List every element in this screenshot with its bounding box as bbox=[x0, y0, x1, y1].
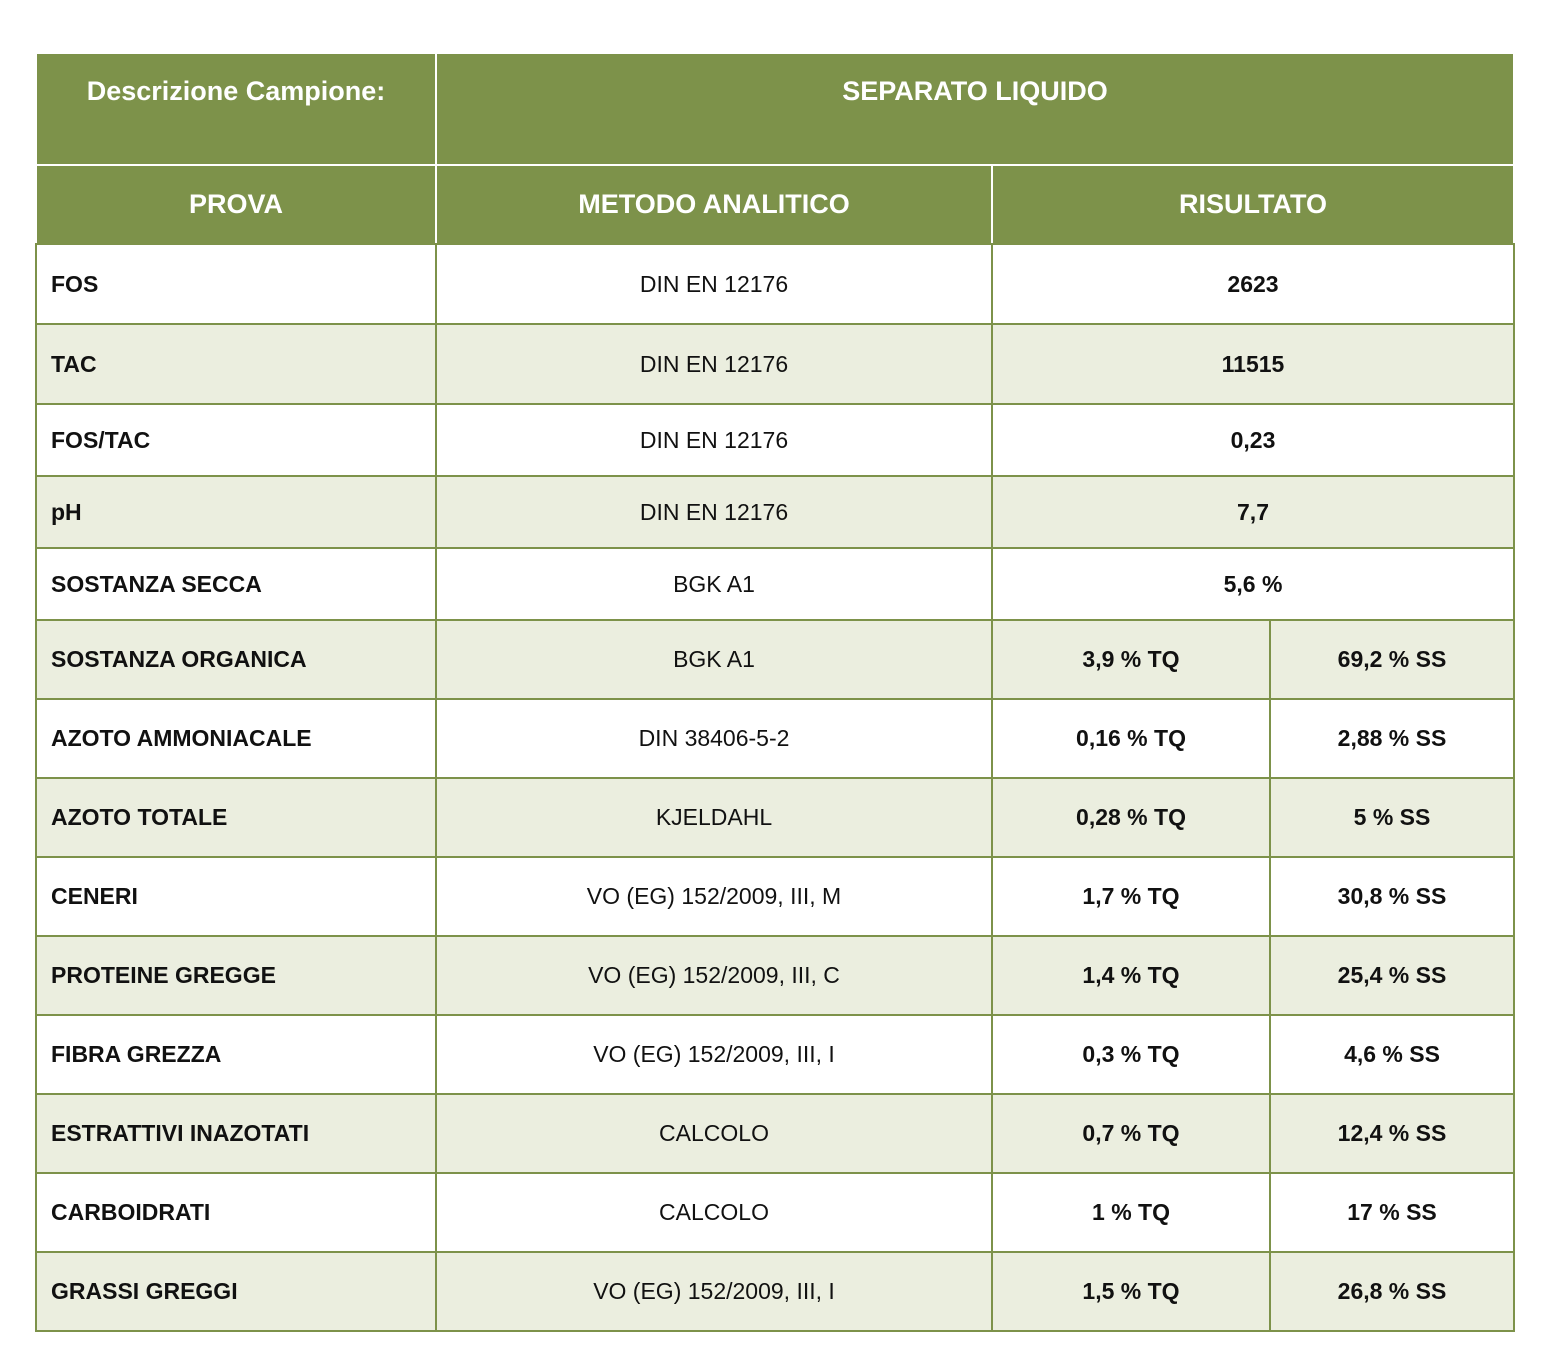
result-ss-cell: 26,8 % SS bbox=[1268, 1251, 1516, 1332]
prova-cell: FOS/TAC bbox=[35, 403, 437, 477]
metodo-cell: VO (EG) 152/2009, III, I bbox=[435, 1251, 993, 1332]
result-tq-cell: 1,7 % TQ bbox=[991, 856, 1271, 937]
result-ss-cell: 2,88 % SS bbox=[1268, 698, 1516, 779]
prova-cell: GRASSI GREGGI bbox=[35, 1251, 437, 1332]
result-ss-cell: 30,8 % SS bbox=[1268, 856, 1516, 937]
result-tq-cell: 0,7 % TQ bbox=[991, 1093, 1271, 1174]
metodo-cell: BGK A1 bbox=[435, 547, 993, 621]
result-ss-cell: 4,6 % SS bbox=[1268, 1014, 1516, 1095]
result-ss-cell: 17 % SS bbox=[1268, 1172, 1516, 1253]
metodo-cell: VO (EG) 152/2009, III, C bbox=[435, 935, 993, 1016]
prova-cell: SOSTANZA ORGANICA bbox=[35, 619, 437, 700]
column-header-row: PROVA METODO ANALITICO RISULTATO bbox=[35, 164, 1515, 245]
metodo-cell: DIN EN 12176 bbox=[435, 243, 993, 325]
sample-header-table: Descrizione Campione: SEPARATO LIQUIDO P… bbox=[35, 52, 1515, 245]
table-row: SOSTANZA ORGANICA BGK A1 3,9 % TQ 69,2 % SS bbox=[35, 619, 1516, 700]
result-cell: 5,6 % bbox=[990, 547, 1516, 621]
metodo-cell: DIN EN 12176 bbox=[435, 403, 993, 477]
result-cell: 11515 bbox=[990, 323, 1516, 405]
result-tq-cell: 0,16 % TQ bbox=[991, 698, 1271, 779]
result-tq-cell: 1,4 % TQ bbox=[991, 935, 1271, 1016]
metodo-cell: CALCOLO bbox=[435, 1093, 993, 1174]
table-row: AZOTO TOTALE KJELDAHL 0,28 % TQ 5 % SS bbox=[35, 777, 1516, 858]
prova-cell: CARBOIDRATI bbox=[35, 1172, 437, 1253]
result-tq-cell: 0,28 % TQ bbox=[991, 777, 1271, 858]
prova-cell: FOS bbox=[35, 243, 437, 325]
sample-description-row: Descrizione Campione: SEPARATO LIQUIDO bbox=[35, 52, 1515, 166]
sample-description-label: Descrizione Campione: bbox=[35, 52, 437, 166]
result-cell: 0,23 bbox=[990, 403, 1516, 477]
metodo-cell: VO (EG) 152/2009, III, I bbox=[435, 1014, 993, 1095]
prova-cell: TAC bbox=[35, 323, 437, 405]
table-row: AZOTO AMMONIACALE DIN 38406-5-2 0,16 % TQ 2… bbox=[35, 698, 1516, 779]
prova-cell: FIBRA GREZZA bbox=[35, 1014, 437, 1095]
table-row: pH DIN EN 12176 7,7 bbox=[35, 475, 1516, 549]
prova-cell: pH bbox=[35, 475, 437, 549]
metodo-cell: KJELDAHL bbox=[435, 777, 993, 858]
table-row: FOS DIN EN 12176 2623 bbox=[35, 243, 1516, 325]
prova-cell: AZOTO TOTALE bbox=[35, 777, 437, 858]
table-row: FIBRA GREZZA VO (EG) 152/2009, III, I 0,3 … bbox=[35, 1014, 1516, 1095]
result-cell: 7,7 bbox=[990, 475, 1516, 549]
table-row: CENERI VO (EG) 152/2009, III, M 1,7 % TQ 30… bbox=[35, 856, 1516, 937]
table-row: ESTRATTIVI INAZOTATI CALCOLO 0,7 % TQ 12,4 … bbox=[35, 1093, 1516, 1174]
table-row: GRASSI GREGGI VO (EG) 152/2009, III, I 1,5… bbox=[35, 1251, 1516, 1332]
result-ss-cell: 5 % SS bbox=[1268, 777, 1516, 858]
table-row: TAC DIN EN 12176 11515 bbox=[35, 323, 1516, 405]
sample-description-value: SEPARATO LIQUIDO bbox=[435, 52, 1515, 166]
result-tq-cell: 1 % TQ bbox=[991, 1172, 1271, 1253]
prova-cell: CENERI bbox=[35, 856, 437, 937]
result-ss-cell: 25,4 % SS bbox=[1268, 935, 1516, 1016]
result-cell: 2623 bbox=[990, 243, 1516, 325]
metodo-cell: CALCOLO bbox=[435, 1172, 993, 1253]
result-tq-cell: 1,5 % TQ bbox=[991, 1251, 1271, 1332]
table-row: CARBOIDRATI CALCOLO 1 % TQ 17 % SS bbox=[35, 1172, 1516, 1253]
col-header-risultato: RISULTATO bbox=[991, 164, 1515, 245]
prova-cell: AZOTO AMMONIACALE bbox=[35, 698, 437, 779]
result-ss-cell: 69,2 % SS bbox=[1268, 619, 1516, 700]
metodo-cell: VO (EG) 152/2009, III, M bbox=[435, 856, 993, 937]
col-header-metodo: METODO ANALITICO bbox=[435, 164, 993, 245]
metodo-cell: DIN EN 12176 bbox=[435, 323, 993, 405]
metodo-cell: BGK A1 bbox=[435, 619, 993, 700]
table-row: FOS/TAC DIN EN 12176 0,23 bbox=[35, 403, 1516, 477]
metodo-cell: DIN 38406-5-2 bbox=[435, 698, 993, 779]
results-table: FOS DIN EN 12176 2623 TAC DIN EN 12176 11515 F… bbox=[35, 243, 1516, 1332]
table-row: SOSTANZA SECCA BGK A1 5,6 % bbox=[35, 547, 1516, 621]
prova-cell: SOSTANZA SECCA bbox=[35, 547, 437, 621]
result-tq-cell: 0,3 % TQ bbox=[991, 1014, 1271, 1095]
prova-cell: PROTEINE GREGGE bbox=[35, 935, 437, 1016]
results-body: FOS DIN EN 12176 2623 TAC DIN EN 12176 11515 F… bbox=[35, 243, 1516, 1332]
col-header-prova: PROVA bbox=[35, 164, 437, 245]
metodo-cell: DIN EN 12176 bbox=[435, 475, 993, 549]
prova-cell: ESTRATTIVI INAZOTATI bbox=[35, 1093, 437, 1174]
result-ss-cell: 12,4 % SS bbox=[1268, 1093, 1516, 1174]
result-tq-cell: 3,9 % TQ bbox=[991, 619, 1271, 700]
